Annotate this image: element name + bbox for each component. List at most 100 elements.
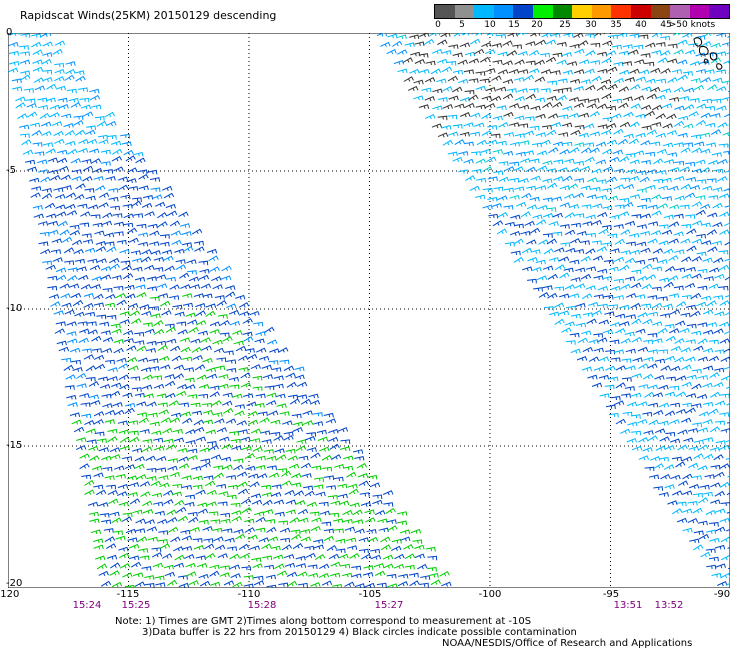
wind-barb (660, 50, 671, 57)
wind-barb (109, 263, 120, 270)
wind-barb (164, 265, 175, 272)
wind-barb (660, 313, 671, 318)
wind-barb (141, 384, 153, 390)
wind-barb (682, 527, 693, 533)
wind-barb (41, 192, 53, 200)
wind-barb (93, 419, 104, 425)
wind-barb (589, 131, 601, 137)
wind-barb (55, 267, 67, 273)
wind-barb (709, 371, 720, 379)
wind-barb (254, 403, 265, 408)
wind-barb (319, 446, 330, 452)
wind-barb (291, 473, 302, 479)
wind-barb (289, 517, 300, 524)
wind-barb (514, 77, 525, 82)
wind-barb (709, 446, 720, 452)
wind-barb (233, 458, 244, 464)
wind-barb (708, 159, 719, 165)
wind-barb (680, 183, 691, 190)
wind-barb (521, 192, 532, 199)
wind-barb (182, 293, 193, 298)
wind-barb (169, 471, 180, 478)
wind-barb (182, 417, 193, 424)
wind-barb (527, 278, 537, 284)
wind-barb (574, 125, 585, 130)
wind-barb (244, 518, 255, 524)
wind-barb (195, 555, 206, 561)
wind-barb (640, 197, 651, 203)
wind-barb (106, 246, 117, 253)
wind-barb (219, 332, 230, 338)
wind-barb (726, 528, 730, 532)
wind-barb (547, 80, 557, 86)
wind-barb (448, 44, 459, 49)
wind-barb (198, 573, 209, 579)
wind-barb (70, 158, 81, 164)
wind-barb (693, 84, 705, 91)
wind-barb (631, 445, 643, 451)
wind-barb (503, 132, 515, 137)
wind-barb (647, 363, 658, 369)
wind-barb (292, 542, 304, 550)
wind-barb (611, 44, 622, 50)
wind-barb (561, 87, 572, 92)
wind-barb (664, 391, 676, 397)
wind-barb (133, 213, 144, 218)
wind-barb (675, 461, 686, 468)
wind-barb (679, 204, 690, 210)
wind-barb (519, 140, 530, 145)
legend-swatch (552, 5, 573, 18)
wind-barb (221, 265, 232, 272)
wind-barb (192, 355, 203, 361)
wind-barb (608, 376, 619, 382)
wind-barb (545, 56, 557, 63)
wind-barb (661, 229, 673, 235)
wind-barb (167, 465, 178, 471)
wind-barb (404, 564, 415, 570)
wind-barb (585, 84, 596, 91)
wind-barb (169, 220, 181, 227)
wind-barb (613, 349, 625, 355)
wind-barb (127, 167, 138, 173)
wind-barb (20, 51, 30, 57)
wind-barb (70, 347, 81, 353)
wind-barb (83, 292, 94, 298)
wind-barb (78, 138, 89, 144)
wind-barb (54, 328, 66, 334)
wind-barb (127, 491, 138, 497)
wind-barb (601, 93, 612, 100)
wind-barb (90, 400, 101, 405)
wind-barb (271, 491, 282, 497)
wind-barb (620, 177, 630, 183)
wind-barb (703, 453, 714, 460)
wind-barb (132, 572, 144, 578)
wind-barb (617, 33, 628, 38)
wind-barb (564, 229, 576, 236)
wind-barb (518, 177, 529, 183)
wind-barb (424, 114, 436, 120)
wind-barb (9, 60, 20, 66)
wind-barb (312, 421, 324, 426)
wind-barb (698, 411, 710, 417)
wind-barb (142, 439, 153, 444)
wind-barb (635, 259, 646, 265)
wind-barb (308, 393, 319, 399)
wind-barb (327, 495, 338, 500)
wind-barb (85, 428, 97, 434)
wind-barb (710, 112, 721, 118)
wind-barb (81, 474, 92, 480)
wind-barb (509, 230, 521, 236)
wind-barb (597, 68, 608, 74)
wind-barb (535, 185, 547, 191)
wind-barb (197, 330, 209, 336)
wind-barb (635, 113, 646, 119)
wind-barb (674, 320, 686, 326)
wind-barb (657, 203, 669, 209)
wind-barb (702, 98, 712, 104)
wind-barb (710, 57, 722, 64)
wind-barb (235, 294, 246, 300)
wind-barb (137, 536, 148, 543)
wind-barb (250, 438, 261, 443)
legend-label: 35 (610, 20, 622, 30)
wind-barb (488, 213, 499, 219)
